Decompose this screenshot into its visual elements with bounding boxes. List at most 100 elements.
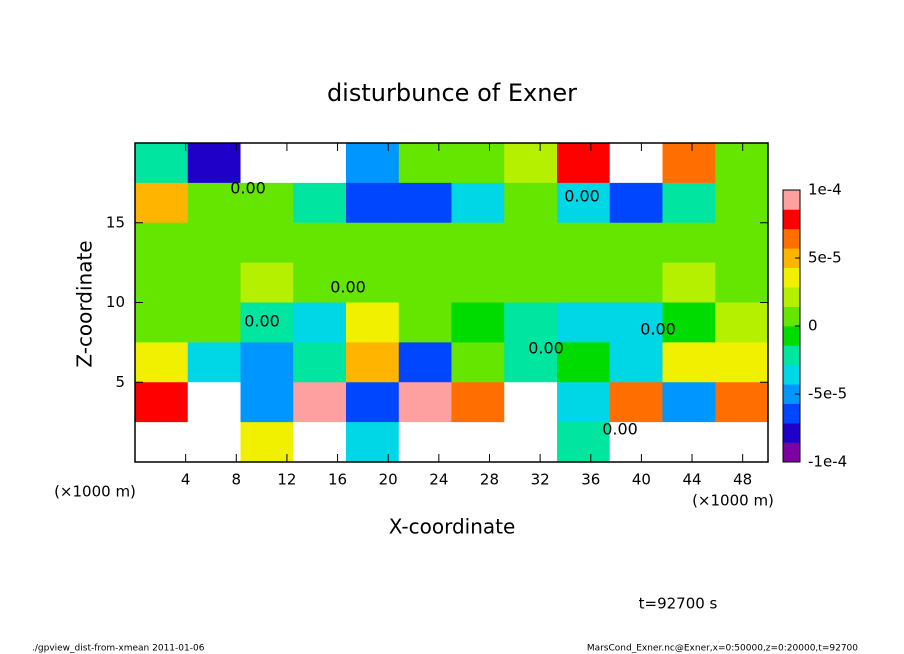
x-tick-label: 12: [277, 471, 296, 489]
field-cell: [662, 422, 716, 463]
colorbar-step: [783, 228, 800, 249]
field-cell: [451, 302, 505, 343]
field-cell: [662, 382, 716, 423]
field-cell: [715, 382, 769, 423]
field-cell: [504, 222, 558, 264]
field-cell: [609, 182, 663, 224]
field-cell: [662, 342, 716, 383]
colorbar-step: [783, 364, 800, 385]
field-cell: [134, 422, 189, 463]
field-cell: [557, 422, 611, 463]
colorbar-tick-label: -5e-5: [808, 385, 847, 403]
field-cell: [715, 422, 769, 463]
field-cell: [557, 143, 611, 184]
x-tick-label: 16: [328, 471, 347, 489]
colorbar-step: [783, 403, 800, 424]
field-cell: [557, 382, 611, 423]
field-cell: [293, 143, 347, 184]
field-cell: [398, 382, 453, 423]
field-cell: [346, 342, 400, 383]
field-cell: [134, 302, 189, 343]
field-cell: [504, 182, 558, 224]
field-cell: [715, 302, 769, 343]
field-cell: [293, 342, 347, 383]
field-cell: [134, 382, 189, 423]
field-cell: [134, 143, 189, 184]
colorbar-tick-label: 1e-4: [808, 181, 842, 199]
field-cell: [451, 262, 505, 303]
colorbar-step: [783, 345, 800, 366]
field-cell: [293, 382, 347, 423]
field-cell: [346, 382, 400, 423]
colorbar-tick-label: 0: [808, 317, 818, 335]
field-cell: [451, 182, 505, 224]
field-cell: [134, 342, 189, 383]
field-cell: [609, 143, 663, 184]
field-cell: [293, 182, 347, 224]
field-cell: [240, 382, 294, 423]
x-tick-label: 28: [480, 471, 499, 489]
field-cell: [398, 422, 453, 463]
field-cell: [346, 262, 400, 303]
field-cell: [451, 422, 505, 463]
field-cell: [504, 302, 558, 343]
field-cell: [609, 342, 663, 383]
colorbar-step: [783, 442, 800, 463]
footer-left: ./gpview_dist-from-xmean 2011-01-06: [32, 644, 205, 654]
field-cell: [609, 262, 663, 303]
field-cell: [187, 302, 241, 343]
contour-label: 0.00: [230, 179, 266, 198]
y-tick-label: 10: [106, 293, 125, 311]
field-cell: [187, 422, 241, 463]
field-cell: [451, 342, 505, 383]
field-cell: [134, 262, 189, 303]
field-cell: [504, 422, 558, 463]
contour-label: 0.00: [564, 187, 600, 206]
field-cell: [187, 182, 241, 224]
field-cell: [293, 222, 347, 264]
field-cell: [346, 182, 400, 224]
field-cell: [715, 262, 769, 303]
field-cell: [451, 382, 505, 423]
field-cell: [609, 302, 663, 343]
field-cell: [240, 182, 294, 224]
field-cell: [398, 342, 453, 383]
field-cell: [134, 222, 189, 264]
colorbar-step: [783, 306, 800, 327]
colorbar-step: [783, 423, 800, 443]
footer-right: MarsCond_Exner.nc@Exner,x=0:50000,z=0:20…: [587, 644, 858, 654]
field-cell: [187, 342, 241, 383]
field-cell: [240, 143, 294, 184]
contour-label: 0.00: [244, 312, 280, 331]
y-tick-label: 5: [115, 373, 125, 391]
colorbar-tick-label: 5e-5: [808, 249, 842, 267]
time-label: t=92700 s: [639, 595, 718, 613]
field-cell: [398, 302, 453, 343]
field-cell: [557, 302, 611, 343]
field-cell: [504, 342, 558, 383]
colorbar-step: [783, 248, 800, 269]
colorbar-step: [783, 326, 800, 346]
contour-label: 0.00: [330, 278, 366, 297]
field-cell: [557, 222, 611, 264]
contour-label: 0.00: [528, 339, 564, 358]
colorbar-tick-label: -1e-4: [808, 453, 847, 471]
x-axis-label: X-coordinate: [389, 515, 516, 539]
field-cell: [715, 182, 769, 224]
colorbar-step: [783, 190, 800, 210]
field-cell: [662, 143, 716, 184]
field-cell: [557, 182, 611, 224]
field-cell: [504, 143, 558, 184]
x-tick-label: 20: [379, 471, 398, 489]
x-unit-label: (×1000 m): [692, 492, 774, 510]
field-cell: [557, 262, 611, 303]
colorbar-step: [783, 267, 800, 288]
field-cell: [451, 222, 505, 264]
field-cell: [398, 182, 453, 224]
contour-label: 0.00: [602, 420, 638, 439]
x-unit-label: (×1000 m): [54, 483, 136, 501]
y-axis-label: Z-coordinate: [73, 240, 97, 367]
x-tick-label: 44: [682, 471, 701, 489]
contour-label: 0.00: [640, 320, 676, 339]
